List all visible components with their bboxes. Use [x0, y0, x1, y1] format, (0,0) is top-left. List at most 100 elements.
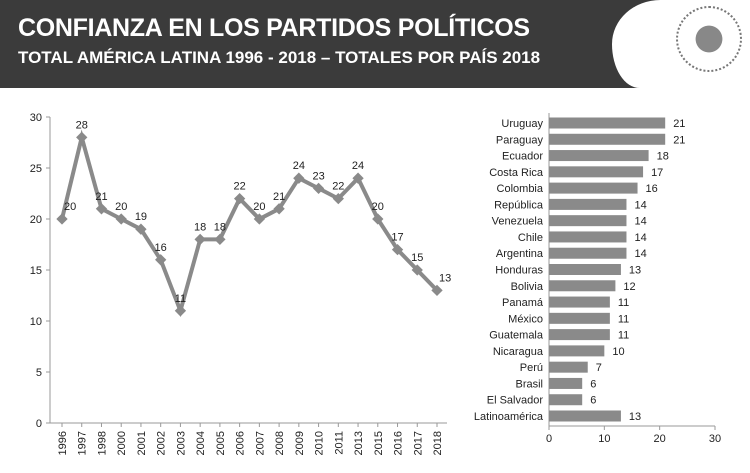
data-label: 20 — [372, 201, 384, 213]
bar — [549, 377, 583, 389]
data-label: 15 — [411, 252, 423, 264]
x-tick-label: 2016 — [393, 431, 405, 455]
x-tick-label: 2001 — [136, 431, 148, 455]
data-label: 22 — [332, 181, 344, 193]
y-tick-label: 20 — [30, 214, 42, 226]
bar — [549, 312, 610, 324]
bar-value-label: 12 — [623, 281, 635, 293]
data-point — [135, 223, 147, 235]
data-point — [312, 182, 325, 195]
bar-category-label: Chile — [518, 232, 543, 244]
bar-category-label: Guatemala — [489, 330, 544, 342]
data-point — [372, 213, 384, 225]
x-tick-label: 2013 — [353, 431, 365, 455]
bar-category-label: Colombia — [497, 183, 544, 195]
bar-category-label: Latinoamérica — [474, 411, 544, 423]
data-label: 21 — [273, 191, 285, 203]
data-label: 20 — [253, 201, 265, 213]
bar-category-label: Ecuador — [502, 151, 543, 163]
bar — [549, 296, 610, 308]
bar-value-label: 21 — [673, 118, 685, 130]
bar — [549, 345, 605, 357]
x-tick-label: 1998 — [96, 431, 108, 455]
bar-value-label: 13 — [629, 265, 641, 277]
data-label: 28 — [76, 119, 88, 131]
bar — [549, 361, 588, 373]
bar-value-label: 16 — [646, 183, 658, 195]
data-point — [174, 305, 187, 317]
data-label: 16 — [155, 242, 167, 254]
series-line — [60, 129, 439, 318]
bar — [549, 117, 666, 129]
data-point — [214, 233, 226, 246]
bar — [549, 198, 627, 210]
bar — [549, 247, 627, 259]
bar — [549, 133, 666, 145]
bar-category-label: Honduras — [495, 265, 543, 277]
data-label: 17 — [391, 232, 403, 244]
data-label: 24 — [352, 160, 364, 172]
bar-x-tick-label: 20 — [654, 433, 666, 445]
data-point — [332, 192, 344, 205]
data-point — [273, 203, 285, 215]
bar — [549, 150, 649, 162]
bar-category-label: Argentina — [496, 248, 544, 260]
data-label: 18 — [194, 221, 206, 233]
bar-value-label: 14 — [634, 248, 646, 260]
bar-value-label: 6 — [590, 395, 596, 407]
data-point — [76, 131, 88, 144]
y-tick-label: 5 — [36, 367, 42, 379]
x-tick-label: 2009 — [294, 431, 306, 455]
bar — [549, 215, 627, 227]
bar-x-tick-label: 0 — [546, 433, 552, 445]
x-tick-label: 2003 — [175, 431, 187, 455]
bar — [549, 166, 644, 178]
y-tick-label: 25 — [30, 163, 42, 175]
data-point — [352, 172, 364, 184]
bar-category-label: Brasil — [515, 378, 543, 390]
x-tick-label: 2015 — [373, 431, 385, 455]
bar-category-label: Panamá — [502, 297, 544, 309]
x-tick-label: 2000 — [116, 431, 128, 455]
data-label: 19 — [135, 211, 147, 223]
bar — [549, 231, 627, 243]
bar-x-tick-label: 30 — [709, 433, 721, 445]
x-tick-label: 1996 — [57, 431, 69, 455]
data-point — [391, 243, 404, 256]
bar-category-label: Uruguay — [501, 118, 543, 130]
latinobarometro-logo — [676, 6, 742, 72]
bar — [549, 264, 621, 275]
data-label: 22 — [234, 181, 246, 193]
data-point — [293, 172, 305, 184]
data-label: 18 — [214, 221, 226, 233]
x-tick-label: 2005 — [215, 431, 227, 455]
bar-category-label: Venezuela — [492, 216, 544, 228]
data-point — [233, 192, 246, 205]
bar-category-label: República — [494, 199, 544, 211]
page-title: CONFIANZA EN LOS PARTIDOS POLÍTICOS — [18, 14, 530, 42]
bar-category-label: El Salvador — [487, 395, 544, 407]
bar-value-label: 6 — [590, 378, 596, 390]
bar — [549, 329, 610, 341]
x-tick-label: 2007 — [254, 431, 266, 455]
data-point — [56, 213, 68, 225]
bar-category-label: Bolivia — [511, 281, 544, 293]
data-label: 23 — [312, 170, 324, 182]
x-tick-label: 2017 — [412, 431, 424, 455]
x-tick-label: 2006 — [235, 431, 247, 455]
bar-category-label: México — [508, 313, 543, 325]
bar-value-label: 14 — [634, 216, 646, 228]
bar-x-tick-label: 10 — [598, 433, 610, 445]
data-label: 13 — [439, 272, 451, 284]
bar-category-label: Paraguay — [496, 134, 544, 146]
bar-value-label: 17 — [651, 167, 663, 179]
bar — [549, 410, 621, 422]
x-tick-label: 2018 — [432, 431, 444, 455]
bar-value-label: 11 — [618, 297, 629, 309]
data-label: 20 — [64, 201, 76, 213]
bar-value-label: 14 — [634, 232, 646, 244]
x-tick-label: 2002 — [156, 431, 168, 455]
bar-value-label: 14 — [634, 199, 646, 211]
bar — [549, 394, 583, 406]
x-tick-label: 1997 — [77, 431, 89, 455]
